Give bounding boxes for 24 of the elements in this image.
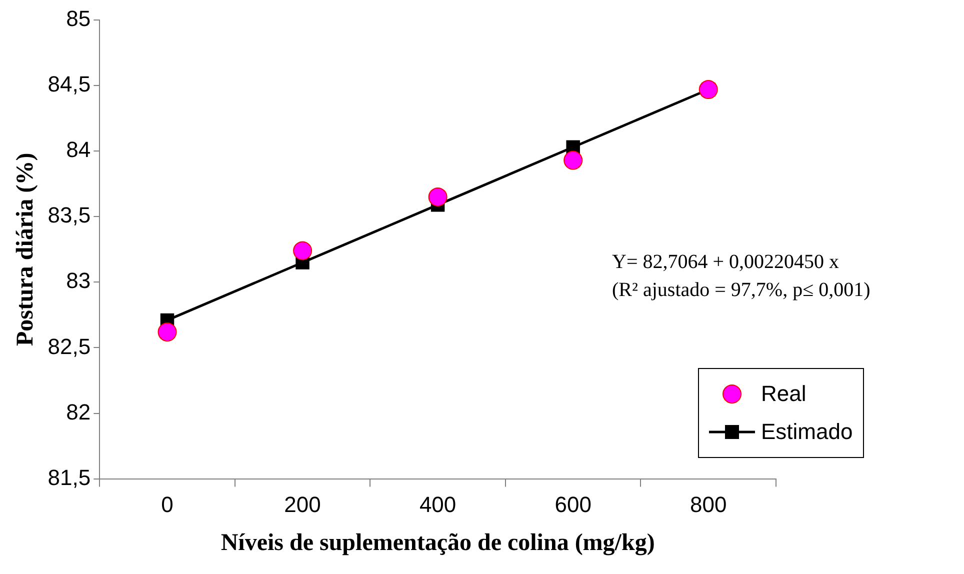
x-tick-label: 800 (690, 492, 727, 518)
point (158, 322, 177, 342)
y-axis-title: Postura diária (%) (12, 152, 39, 346)
point (698, 80, 718, 99)
y-tick-label: 82,5 (48, 334, 91, 359)
y-tick-label: 82 (66, 399, 91, 424)
x-tick-label: 200 (284, 492, 321, 518)
point (428, 187, 448, 206)
x-tick-label: 600 (554, 492, 592, 518)
y-tick-label: 83 (66, 268, 91, 294)
y-tick-label: 84,5 (48, 72, 91, 97)
x-tick-label: 0 (161, 492, 174, 518)
y-tick-label: 83,5 (48, 202, 91, 228)
legend-label: Estimado (761, 419, 853, 445)
y-tick-label: 81,5 (48, 464, 91, 490)
x-tick-label: 400 (419, 492, 456, 518)
annotation: (R² ajustado = 97,7%, p≤ 0,001) (612, 278, 870, 303)
legend-label: Real (761, 381, 806, 407)
y-tick-label: 85 (66, 6, 91, 32)
x-axis-title: Níveis de suplementação de colina (mg/kg) (220, 530, 655, 556)
annotation: Y= 82,7064 + 0,00220450 x (612, 250, 840, 275)
y-tick-label: 84 (66, 137, 91, 162)
point (293, 241, 312, 260)
point (564, 150, 583, 170)
